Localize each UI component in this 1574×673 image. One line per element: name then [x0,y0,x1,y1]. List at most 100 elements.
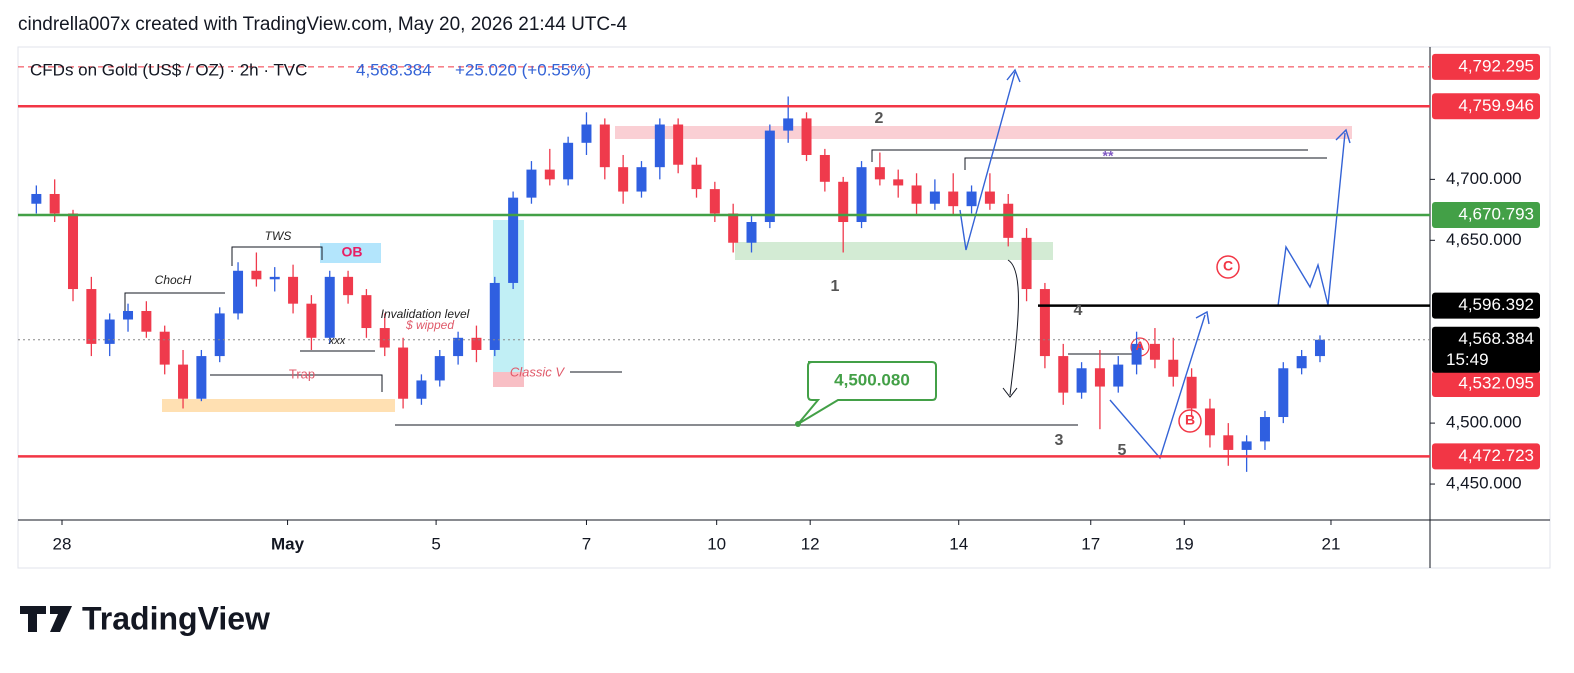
candle-body [1021,237,1032,290]
candle-body [398,347,409,399]
high-line-2 [964,157,1327,170]
header: cindrella007x created with TradingView.c… [18,14,627,35]
projection-2 [1109,314,1206,460]
candle-body [728,213,739,243]
candle-body [453,337,464,357]
countdown: 15:49 [1446,350,1489,369]
y-tick-label: 4,500.000 [1446,413,1522,432]
y-tick-label: 4,700.000 [1446,169,1522,188]
annotation: 4 [1074,302,1083,319]
candle-body [966,191,977,207]
candle-body [288,276,299,304]
logo: TradingView [20,600,270,636]
candle-body [1241,441,1252,450]
candle-body [691,164,702,190]
price-label: 4,759.946 [1458,96,1534,115]
candle-body [68,213,79,290]
candle-body [1204,408,1215,436]
curve-arrow-head [1002,387,1018,398]
candle-body [1296,356,1307,369]
annotation: 4,500.080 [834,370,910,389]
legend-title: CFDs on Gold (US$ / OZ) · 2h · TVC [30,60,307,79]
candle-body [673,124,684,165]
candle-body [801,118,812,155]
overlay: 4,532.095 4,792.295 4,759.946 4,670.793 4,59… [18,53,1540,470]
candle-body [471,337,482,350]
brand: TradingView [82,600,270,636]
annotation: 5 [1118,442,1127,459]
annotation: ChocH [155,273,192,287]
annotation: Trap [289,366,315,381]
candle-body [1131,343,1142,365]
candle-body [233,270,244,314]
candle-body [141,310,152,332]
candle-body [123,310,134,320]
annotation: Classic V [510,364,566,379]
x-tick-label: May [271,534,305,553]
candle-body [929,191,940,204]
candle-body [874,167,885,180]
x-tick-label: 10 [707,534,726,553]
annotation: Invalidation level [381,307,470,321]
price-label-box [1432,370,1540,397]
candle-body [618,167,629,192]
candle-body [379,328,390,348]
candle-body [1076,368,1087,393]
logo-mark [20,606,72,632]
pink-zone [493,372,524,387]
candle-body [251,270,262,280]
arrow-head [1335,128,1351,144]
candle-body [508,197,519,283]
annotation: ** [1103,148,1114,164]
x-tick-label: 7 [582,534,591,553]
price-label: 4,792.295 [1458,56,1534,75]
candle-body [1113,364,1124,387]
candle-body [581,124,592,143]
candle-body [563,142,574,180]
candle-body [104,319,115,344]
candle-body [86,289,97,344]
annotation: xxx [328,335,346,347]
projection-1 [959,71,1016,251]
candle-body [984,191,995,204]
candle-body [214,313,225,357]
annotation: 3 [1055,432,1064,449]
price-label: 4,472.723 [1458,446,1534,465]
y-tick-label: 4,450.000 [1446,474,1522,493]
x-tick-label: 14 [949,534,968,553]
candle-body [361,295,372,329]
candle-body [654,124,665,168]
x-tick-label: 17 [1081,534,1100,553]
price-label-box [1432,292,1540,319]
candle-body [1094,368,1105,387]
wave-circle [1178,409,1202,433]
annotation: B [1185,412,1195,428]
price-label-box [1432,443,1540,470]
candle-body [893,179,904,186]
candle-body [746,222,757,243]
annotation: A [1136,339,1145,353]
supply-zone [615,126,1352,139]
candle-body [1003,203,1014,238]
candle-body [544,169,555,180]
demand-zone [735,242,1053,260]
legend-change: +25.020 (+0.55%) [455,60,591,79]
price-label-box [1432,93,1540,120]
candle-body [1314,339,1325,357]
candle-body [31,193,42,204]
choch-line [124,292,225,318]
candle-body [434,356,445,381]
annotation: $ wipped [405,318,454,332]
curve-arrow [1007,259,1019,396]
candle-body [764,130,775,223]
x-tick-label: 5 [431,534,440,553]
callout-dot [795,421,801,427]
arrow-head [1195,310,1210,325]
x-tick-label: 19 [1175,534,1194,553]
candle-body [1168,359,1179,377]
candle-body [343,276,354,296]
candle-body [269,276,280,280]
